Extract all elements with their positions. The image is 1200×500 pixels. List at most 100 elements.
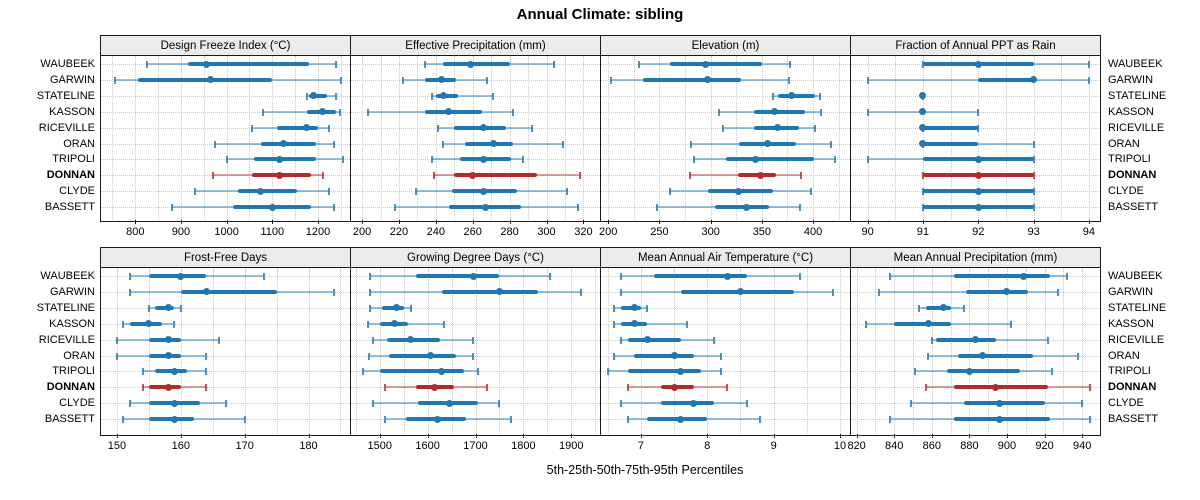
station-label: CLYDE [1108, 185, 1144, 198]
whisker-cap [1032, 140, 1035, 148]
iqr-bar [922, 125, 979, 130]
x-axis-caption: 5th-25th-50th-75th-95th Percentiles [546, 463, 744, 477]
iqr-bar [738, 173, 777, 178]
x-tick [472, 220, 474, 224]
median-dot [974, 187, 982, 195]
iqr-bar [415, 274, 500, 278]
gridline [710, 56, 712, 220]
whisker-cap [1009, 320, 1012, 328]
x-tick-label: 1500 [367, 440, 392, 452]
median-dot [145, 320, 153, 328]
whisker-cap [366, 320, 369, 328]
whisker-cap [328, 124, 331, 132]
station-label: ORAN [63, 349, 95, 362]
whisker-cap [637, 61, 640, 68]
x-tick-label: 940 [1072, 440, 1092, 452]
whisker-cap [436, 124, 439, 132]
x-tick [931, 434, 933, 438]
median-dot [743, 203, 750, 211]
gridline [435, 56, 437, 220]
gridline [601, 371, 850, 373]
whisker-cap [977, 124, 980, 132]
station-label: CLYDE [59, 397, 95, 410]
gridline [988, 268, 990, 434]
whisker-cap [328, 188, 331, 196]
iqr-bar [260, 141, 316, 146]
x-tick-label: 300 [537, 226, 556, 238]
median-dot [438, 367, 446, 375]
x-tick [362, 220, 364, 224]
whisker-cap [115, 352, 118, 360]
x-tick-label: 93 [1027, 226, 1040, 238]
gridline [894, 268, 896, 434]
iqr-bar [958, 353, 1034, 358]
median-dot [177, 272, 185, 280]
whisker-cap [689, 172, 692, 180]
gridline [931, 268, 933, 434]
whisker-cap [530, 124, 533, 132]
x-tick [978, 220, 980, 224]
whisker-cap [626, 384, 629, 392]
gridline [1088, 56, 1090, 220]
median-dot [392, 304, 400, 312]
whisker-cap [1032, 204, 1035, 212]
x-tick-label: 280 [500, 226, 519, 238]
iqr-bar [954, 385, 1049, 390]
whisker-cap [878, 288, 881, 296]
gridline [101, 387, 350, 389]
whisker-cap [719, 352, 722, 360]
whisker-cap [147, 304, 150, 312]
whisker-cap [115, 336, 118, 344]
median-dot [690, 399, 698, 407]
median-dot [482, 203, 490, 211]
median-dot [268, 203, 276, 211]
iqr-bar [382, 305, 404, 310]
whisker-cap [1056, 288, 1059, 296]
median-dot [207, 76, 215, 84]
whisker-cap [211, 172, 214, 180]
iqr-bar [441, 289, 538, 294]
station-label: CLYDE [1108, 397, 1144, 410]
gridline [601, 175, 850, 177]
median-dot [752, 155, 760, 163]
median-dot [736, 288, 744, 296]
whisker-cap [726, 384, 729, 392]
gridline [249, 56, 251, 220]
whisker-cap [759, 416, 762, 424]
gridline [135, 56, 137, 220]
median-dot [164, 383, 172, 391]
x-tick-label: 170 [235, 440, 254, 452]
gridline [640, 268, 642, 434]
whisker-line [263, 110, 340, 113]
median-dot [480, 155, 488, 163]
x-tick [1033, 220, 1035, 224]
gridline [838, 56, 840, 220]
gridline [1005, 56, 1007, 220]
whisker-cap [371, 400, 374, 408]
x-tick [509, 220, 511, 224]
whisker-cap [579, 288, 582, 296]
gridline [601, 127, 850, 129]
x-tick-label: 900 [997, 440, 1017, 452]
iqr-bar [922, 141, 979, 146]
station-label: ORAN [1108, 349, 1140, 362]
iqr-bar [965, 289, 1028, 294]
gridline [856, 268, 858, 434]
whisker-cap [613, 352, 616, 360]
whisker-cap [510, 416, 513, 424]
x-tick-label: 800 [126, 226, 145, 238]
station-label: KASSON [1108, 317, 1154, 330]
whisker-cap [521, 156, 524, 164]
iqr-bar [308, 93, 328, 98]
median-dot [723, 272, 731, 280]
x-tick-label: 840 [885, 440, 904, 452]
median-dot [1003, 288, 1011, 296]
whisker-cap [361, 368, 364, 376]
gridline [101, 276, 350, 277]
panel-header: Fraction of Annual PPT as Rain [850, 35, 1101, 56]
median-dot [995, 415, 1003, 423]
median-dot [971, 336, 979, 344]
x-tick [318, 220, 320, 224]
whisker-line [614, 322, 688, 325]
gridline [101, 191, 350, 193]
